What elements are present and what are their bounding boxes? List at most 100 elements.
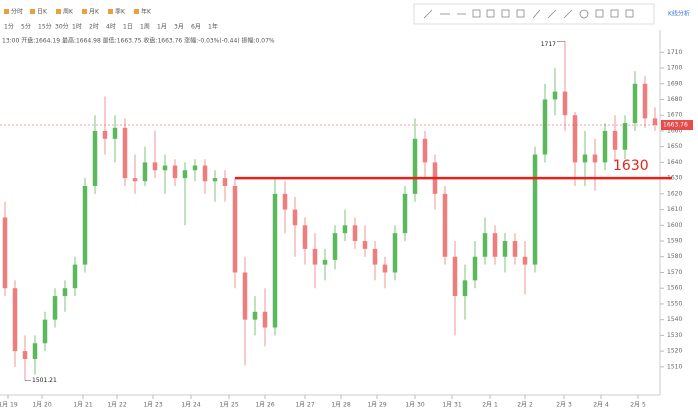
toolbar: 分时 日K 周K 月K 季K 年K 1分 5分 15分 30分 1时 2时 4时 1日 1周 1月 3月 6月 1年 xyxy=(4,8,218,31)
x-tick-label: 2月 5 xyxy=(630,402,646,409)
period-button[interactable]: 6月 xyxy=(191,24,201,31)
candle-body xyxy=(472,256,478,281)
toolbar-icon xyxy=(30,9,35,14)
toolbar-icon xyxy=(134,9,139,14)
candle-body xyxy=(302,225,308,249)
candle-body xyxy=(212,178,218,182)
tool-icon[interactable] xyxy=(625,9,634,18)
y-tick-label: 1600 xyxy=(667,222,682,229)
y-tick-label: 1580 xyxy=(667,253,682,260)
candle-body xyxy=(272,193,278,328)
candle-body xyxy=(292,209,298,226)
candle-body xyxy=(202,165,208,182)
candle-body xyxy=(312,248,318,265)
candle-body xyxy=(132,178,138,182)
toolbar-item[interactable]: 分时 xyxy=(11,8,23,16)
period-button[interactable]: 1分 xyxy=(4,23,14,31)
period-button[interactable]: 1时 xyxy=(72,23,82,31)
tool-icon[interactable] xyxy=(423,9,433,19)
low-label: 1501.21 xyxy=(32,377,57,384)
candle-body xyxy=(162,165,168,171)
candle-body xyxy=(242,272,248,320)
candle-body xyxy=(602,130,608,163)
tool-icon[interactable] xyxy=(563,9,573,19)
y-tick-label: 1570 xyxy=(667,269,682,276)
tool-icon[interactable] xyxy=(472,9,481,18)
period-button[interactable]: 1年 xyxy=(208,23,218,31)
y-tick-label: 1680 xyxy=(667,96,682,103)
period-button[interactable]: 5分 xyxy=(21,23,31,31)
toolbar-item[interactable]: 年K xyxy=(141,8,152,16)
candle-body xyxy=(192,165,198,171)
candle-body xyxy=(22,351,28,359)
candle-body xyxy=(502,241,508,257)
candle-body xyxy=(42,319,48,344)
toolbar-item[interactable]: 周K xyxy=(63,9,74,16)
candle-body xyxy=(152,162,158,171)
x-tick-label: 1月 26 xyxy=(255,402,275,409)
candle-body xyxy=(392,233,398,273)
period-button[interactable]: 1周 xyxy=(140,24,150,31)
candle-body xyxy=(642,83,648,119)
tool-icon[interactable] xyxy=(547,9,557,19)
x-tick-label: 2月 4 xyxy=(593,402,609,409)
candle-body xyxy=(562,91,568,116)
drawing-tools xyxy=(423,9,634,19)
toolbar-item[interactable]: 月K xyxy=(89,9,100,16)
x-tick-label: 1月 29 xyxy=(367,402,387,409)
tool-icon[interactable] xyxy=(486,9,495,18)
tool-icon[interactable] xyxy=(595,9,604,18)
period-button[interactable]: 1日 xyxy=(123,24,133,31)
candle-body xyxy=(592,154,598,163)
y-tick-label: 1660 xyxy=(667,127,682,134)
info-line: 13:00 开盘:1664.19 最高:1664.98 最低:1663.75 收… xyxy=(2,37,275,45)
period-button[interactable]: 1月 xyxy=(157,24,167,31)
candle-body xyxy=(572,115,578,163)
y-tick-label: 1550 xyxy=(667,300,682,307)
y-tick-label: 1640 xyxy=(667,159,682,166)
candle-body xyxy=(552,91,558,100)
high-label: 1717 xyxy=(541,41,556,48)
candle-body xyxy=(362,241,368,249)
candle-body xyxy=(62,288,68,297)
period-button[interactable]: 4时 xyxy=(106,23,116,31)
candle-body xyxy=(182,170,188,179)
y-tick-label: 1650 xyxy=(667,143,682,150)
y-tick-label: 1590 xyxy=(667,238,682,245)
tool-icon[interactable] xyxy=(516,9,525,18)
candle-body xyxy=(462,280,468,297)
candle-body xyxy=(102,130,108,139)
period-button[interactable]: 2时 xyxy=(89,23,99,31)
tool-icon[interactable] xyxy=(579,9,589,19)
x-tick-label: 1月 19 xyxy=(0,402,18,409)
candle-body xyxy=(222,178,228,186)
toolbar-item[interactable]: 日K xyxy=(37,9,48,16)
candle-body xyxy=(342,225,348,234)
panel-label[interactable]: K线分析 xyxy=(668,10,690,18)
candle-body xyxy=(172,165,178,179)
toolbar-icon xyxy=(82,9,87,14)
x-tick-label: 2月 2 xyxy=(517,402,533,409)
candle-body xyxy=(12,288,18,352)
y-tick-label: 1520 xyxy=(667,348,682,355)
y-tick-label: 1690 xyxy=(667,80,682,87)
toolbar-item[interactable]: 季K xyxy=(115,8,126,16)
candle-body xyxy=(532,154,538,265)
y-tick-label: 1560 xyxy=(667,285,682,292)
period-button[interactable]: 30分 xyxy=(55,23,69,31)
candle-body xyxy=(232,185,238,273)
candle-body xyxy=(82,185,88,265)
candle-body xyxy=(402,193,408,234)
candle-body xyxy=(582,154,588,163)
tool-icon[interactable] xyxy=(610,9,619,18)
y-tick-label: 1630 xyxy=(667,175,682,182)
candle-body xyxy=(422,138,428,163)
x-tick-label: 1月 27 xyxy=(295,402,315,409)
tool-icon[interactable] xyxy=(501,9,510,18)
period-button[interactable]: 3月 xyxy=(174,24,184,31)
tool-icon[interactable] xyxy=(532,9,541,19)
y-tick-label: 1670 xyxy=(667,112,682,119)
candle-body xyxy=(382,264,388,273)
period-button[interactable]: 15分 xyxy=(38,23,52,31)
